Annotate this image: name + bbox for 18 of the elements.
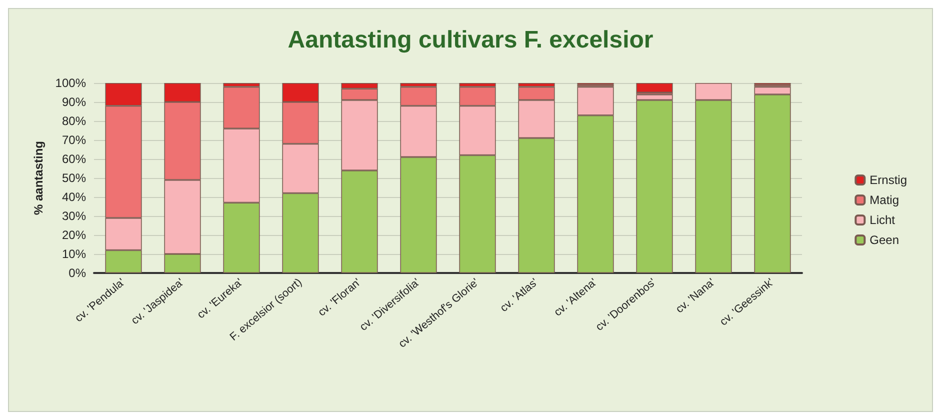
legend-label: Licht xyxy=(870,213,896,227)
legend-label: Geen xyxy=(870,233,900,247)
y-tick-label: 50% xyxy=(62,171,86,185)
y-tick-label: 80% xyxy=(62,114,86,128)
y-tick-label: 0% xyxy=(68,266,86,280)
y-tick-label: 40% xyxy=(62,190,86,204)
y-tick-label: 70% xyxy=(62,133,86,147)
chart-title: Aantasting cultivars F. excelsior xyxy=(288,26,654,54)
bar xyxy=(636,83,673,92)
y-tick-label: 60% xyxy=(62,152,86,166)
y-axis-title: % aantasting xyxy=(31,140,46,216)
legend-label: Ernstig xyxy=(870,173,908,187)
y-tick-label: 30% xyxy=(62,209,86,223)
y-tick-label: 90% xyxy=(62,95,86,109)
legend-label: Matig xyxy=(870,193,899,207)
y-tick-label: 10% xyxy=(62,247,86,261)
y-tick-label: 20% xyxy=(62,228,86,242)
y-tick-label: 100% xyxy=(55,76,86,90)
